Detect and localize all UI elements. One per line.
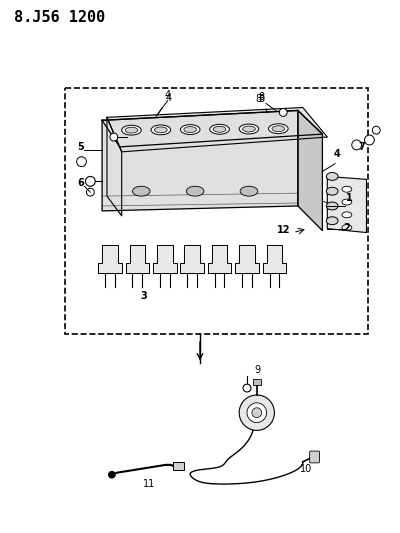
Ellipse shape: [326, 187, 338, 195]
Ellipse shape: [151, 125, 171, 135]
Polygon shape: [180, 245, 204, 273]
Text: 5: 5: [77, 142, 84, 152]
Polygon shape: [107, 108, 327, 152]
Polygon shape: [102, 110, 298, 211]
Circle shape: [86, 188, 94, 196]
Polygon shape: [102, 110, 322, 147]
Ellipse shape: [154, 127, 167, 133]
Circle shape: [364, 135, 374, 145]
Text: 7: 7: [358, 142, 365, 152]
Circle shape: [86, 176, 95, 186]
Text: 11: 11: [143, 479, 155, 489]
Ellipse shape: [213, 126, 226, 132]
Polygon shape: [327, 176, 366, 232]
Polygon shape: [107, 117, 122, 216]
Ellipse shape: [132, 186, 150, 196]
Circle shape: [247, 403, 266, 423]
Ellipse shape: [342, 186, 352, 192]
Circle shape: [239, 395, 274, 430]
Ellipse shape: [242, 126, 255, 132]
Text: 4: 4: [165, 90, 171, 100]
Polygon shape: [98, 245, 122, 273]
Text: 8: 8: [259, 94, 268, 113]
Bar: [172, 462, 184, 470]
Text: 8: 8: [256, 94, 262, 103]
Polygon shape: [208, 245, 231, 273]
Ellipse shape: [272, 126, 285, 132]
Ellipse shape: [186, 186, 204, 196]
Ellipse shape: [326, 173, 338, 180]
Ellipse shape: [326, 202, 338, 210]
Ellipse shape: [184, 127, 196, 133]
Circle shape: [243, 384, 251, 392]
Bar: [65, 88, 368, 334]
Text: 8: 8: [259, 92, 265, 102]
Circle shape: [352, 140, 362, 150]
Polygon shape: [153, 245, 176, 273]
Ellipse shape: [122, 125, 141, 135]
Text: 6: 6: [77, 178, 84, 188]
Ellipse shape: [342, 225, 352, 231]
Text: 8.J56 1200: 8.J56 1200: [14, 10, 105, 25]
Text: 2: 2: [344, 223, 350, 232]
Polygon shape: [126, 245, 149, 273]
Circle shape: [77, 157, 86, 167]
Text: 12: 12: [276, 224, 290, 235]
Text: 10: 10: [300, 464, 312, 474]
Ellipse shape: [268, 124, 288, 134]
Text: 4: 4: [158, 93, 172, 115]
Ellipse shape: [239, 124, 259, 134]
Text: 4: 4: [334, 149, 340, 159]
FancyBboxPatch shape: [310, 451, 320, 463]
Text: 3: 3: [141, 292, 148, 302]
Circle shape: [279, 109, 287, 116]
Text: 9: 9: [255, 365, 261, 375]
Ellipse shape: [210, 124, 229, 134]
Ellipse shape: [342, 199, 352, 205]
Circle shape: [108, 471, 115, 478]
Polygon shape: [235, 245, 259, 273]
Ellipse shape: [125, 127, 138, 133]
Text: 1: 1: [346, 193, 352, 203]
Ellipse shape: [180, 125, 200, 134]
Ellipse shape: [240, 186, 258, 196]
Ellipse shape: [342, 212, 352, 218]
Circle shape: [372, 126, 380, 134]
Circle shape: [110, 133, 118, 141]
Polygon shape: [263, 245, 286, 273]
Polygon shape: [298, 110, 322, 231]
Ellipse shape: [326, 217, 338, 225]
Circle shape: [252, 408, 262, 417]
Bar: [253, 379, 261, 385]
